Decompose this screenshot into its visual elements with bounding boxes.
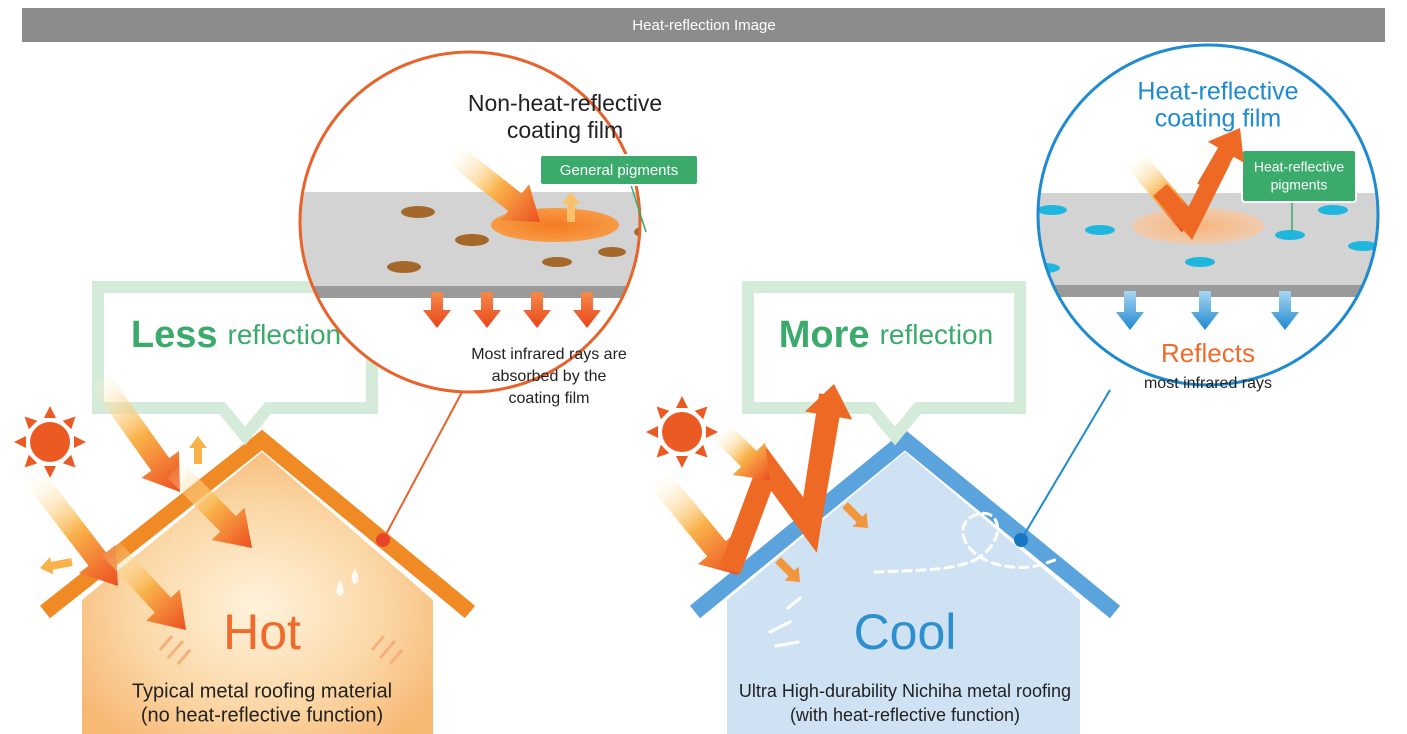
sun (646, 396, 718, 468)
callout-box (748, 287, 1020, 436)
pigment-label: General pigments (560, 162, 678, 179)
zoom-title: Non-heat-reflective (468, 90, 662, 116)
callout-text: Less reflection (131, 314, 341, 356)
zoom-title: Heat-reflective (1137, 78, 1298, 106)
coating-section (1030, 193, 1390, 297)
down-arrow (623, 292, 651, 328)
sun-disc (662, 412, 702, 452)
sun (14, 406, 86, 478)
sun-ray (657, 407, 670, 420)
sun-ray (63, 455, 76, 468)
zoom-dot (1014, 533, 1028, 547)
sun-ray (74, 436, 86, 448)
house-label: Hot (223, 604, 301, 660)
zoom-line (383, 392, 462, 540)
house-caption: (with heat-reflective function) (790, 705, 1020, 725)
house-caption: Typical metal roofing material (132, 680, 392, 702)
sun-ray (657, 445, 670, 458)
sun-ray (25, 417, 38, 430)
zoom-title: coating film (507, 117, 623, 143)
diagram: Heat-reflection Image Hot Typical metal … (0, 0, 1407, 734)
sun-ray (14, 436, 26, 448)
callout-emphasis: More (779, 314, 870, 356)
sun-ray (44, 406, 56, 418)
callout-word: reflection (228, 319, 342, 350)
sun-ray (706, 426, 718, 438)
page: Heat-reflection Image Hot Typical metal … (0, 0, 1407, 734)
heat-arrow (26, 471, 118, 586)
sun-ray (695, 445, 708, 458)
pigment-label: Heat-reflective (1254, 159, 1344, 175)
header-title: Heat-reflection Image (632, 17, 775, 34)
zoom-dot (376, 533, 390, 547)
sun-ray (25, 455, 38, 468)
zoom-caption: coating film (509, 390, 590, 407)
down-arrow (673, 292, 701, 328)
pigment-label: pigments (1271, 177, 1328, 193)
sun-ray (676, 396, 688, 408)
house-caption: Ultra High-durability Nichiha metal roof… (739, 681, 1071, 701)
house-caption: (no heat-reflective function) (141, 704, 383, 726)
reflect-arrow (40, 557, 73, 575)
coating-section (290, 192, 707, 298)
callout-text: More reflection (779, 314, 993, 356)
zoom-caption-emphasis: Reflects (1161, 338, 1255, 368)
sun-ray (63, 417, 76, 430)
callout-emphasis: Less (131, 314, 218, 356)
house-label: Cool (854, 604, 957, 660)
reflect-arrow (189, 436, 207, 464)
zoom-line (1021, 390, 1110, 540)
sun-ray (646, 426, 658, 438)
sun-ray (695, 407, 708, 420)
zoom-caption: absorbed by the (492, 368, 607, 385)
callout-word: reflection (880, 319, 994, 350)
zoom-title: coating film (1155, 105, 1281, 133)
sun-ray (676, 456, 688, 468)
heat-arrow (714, 424, 770, 480)
sun-disc (30, 422, 70, 462)
zoom-caption: most infrared rays (1144, 375, 1272, 392)
zoom-caption: Most infrared rays are (471, 346, 627, 363)
